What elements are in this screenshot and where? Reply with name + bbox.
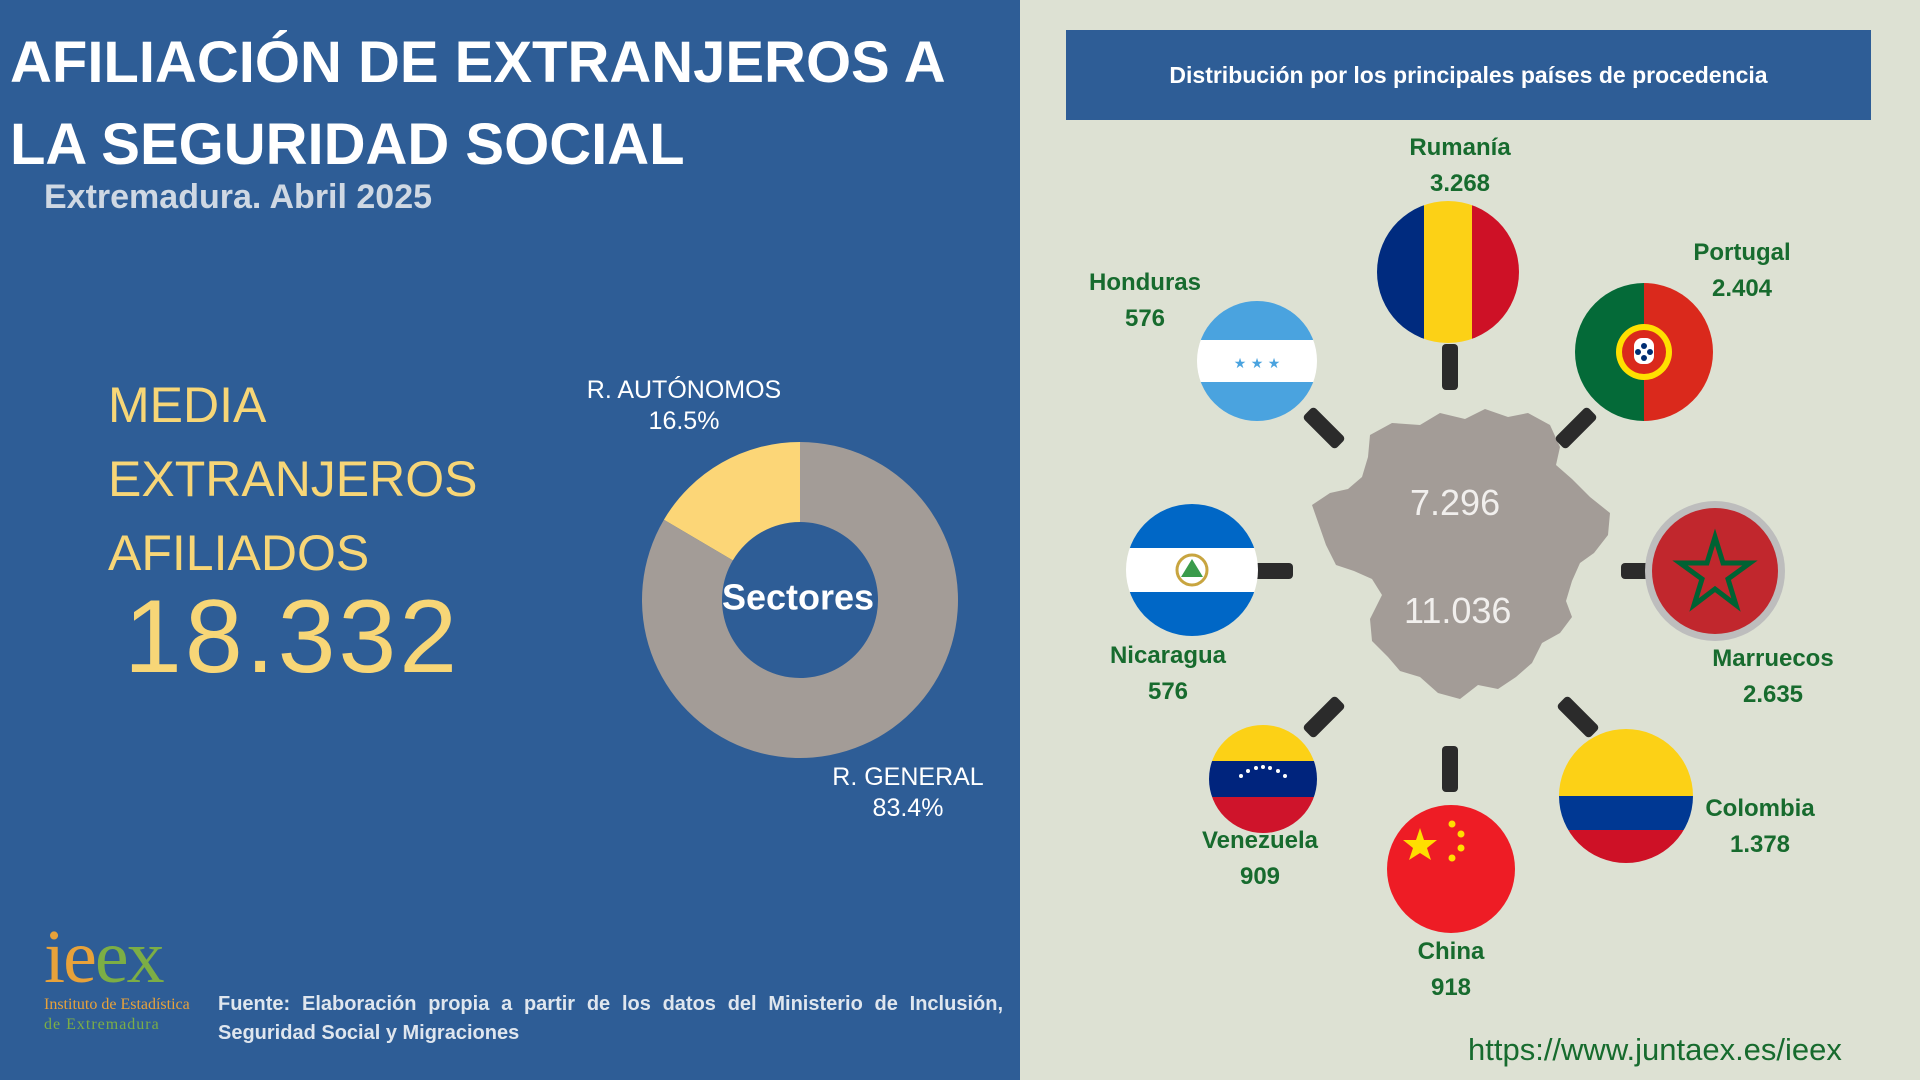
- country-name-nicaragua: Nicaragua: [1109, 642, 1227, 669]
- map-lower-value: 11.036: [1404, 590, 1512, 631]
- country-value-rumania: 3.268: [1429, 170, 1491, 197]
- label-rumania: Rumanía 3.268: [1360, 130, 1560, 202]
- morocco-flag-icon: [1645, 501, 1785, 641]
- country-name-china: China: [1417, 938, 1485, 965]
- kpi-label-line-1: MEDIA: [108, 377, 267, 433]
- page-subtitle: Extremadura. Abril 2025: [44, 178, 433, 216]
- country-value-honduras: 576: [1124, 305, 1166, 332]
- donut-category-general: R. GENERAL: [832, 763, 984, 791]
- china-flag-icon: [1387, 805, 1515, 933]
- country-name-portugal: Portugal: [1693, 239, 1791, 266]
- ieex-logo: ieex Instituto de Estadística de Extrema…: [44, 915, 190, 1035]
- donut-slice-autonomos: [663, 442, 800, 561]
- page-title: AFILIACIÓN DE EXTRANJEROS A LA SEGURIDAD…: [10, 30, 944, 177]
- donut-value-general: 83.4%: [872, 794, 944, 822]
- country-value-nicaragua: 576: [1147, 678, 1189, 705]
- logo-word: ieex: [44, 915, 165, 999]
- nicaragua-flag-icon: [1126, 504, 1258, 636]
- country-value-colombia: 1.378: [1729, 831, 1791, 858]
- country-name-honduras: Honduras: [1088, 269, 1201, 296]
- venezuela-flag-icon: [1209, 725, 1317, 833]
- donut-center-title: Sectores: [722, 577, 874, 618]
- logo-line-1: Instituto de Estadística: [44, 996, 190, 1013]
- label-china: China 918: [1351, 934, 1551, 1006]
- source-note: Fuente: Elaboración propia a partir de l…: [218, 993, 1003, 1044]
- country-value-venezuela: 909: [1239, 863, 1281, 890]
- honduras-flag-icon: ★ ★ ★: [1197, 301, 1317, 421]
- website-link[interactable]: https://www.juntaex.es/ieex: [1468, 1032, 1842, 1067]
- kpi-label-line-2: EXTRANJEROS: [108, 451, 478, 507]
- country-value-marruecos: 2.635: [1742, 681, 1804, 708]
- country-name-rumania: Rumanía: [1409, 134, 1511, 161]
- kpi-value: 18.332: [124, 579, 461, 695]
- sector-donut-chart: Sectores: [642, 442, 958, 758]
- donut-value-autonomos: 16.5%: [648, 407, 720, 435]
- label-colombia: Colombia 1.378: [1660, 791, 1860, 863]
- label-portugal: Portugal 2.404: [1642, 235, 1842, 307]
- label-honduras: Honduras 576: [1045, 265, 1245, 337]
- connector-china: [1442, 746, 1458, 792]
- svg-text:★ ★ ★: ★ ★ ★: [1234, 356, 1281, 372]
- romania-flag-icon: [1377, 201, 1519, 343]
- label-venezuela: Venezuela 909: [1160, 823, 1360, 895]
- portugal-flag-icon: [1575, 283, 1713, 421]
- extremadura-map: [1312, 409, 1610, 699]
- country-name-colombia: Colombia: [1705, 795, 1815, 822]
- country-value-portugal: 2.404: [1711, 275, 1773, 302]
- donut-label-general: R. GENERAL 83.4%: [818, 762, 998, 824]
- country-name-marruecos: Marruecos: [1712, 645, 1834, 672]
- donut-label-autonomos: R. AUTÓNOMOS 16.5%: [584, 375, 784, 437]
- donut-slice-general: [642, 442, 958, 758]
- donut-category-autonomos: R. AUTÓNOMOS: [586, 376, 782, 404]
- kpi-label-line-3: AFILIADOS: [108, 525, 370, 581]
- map-upper-value: 7.296: [1410, 482, 1501, 523]
- connector-rumania: [1442, 344, 1458, 390]
- countries-banner: Distribución por los principales países …: [1066, 30, 1871, 120]
- country-name-venezuela: Venezuela: [1201, 827, 1319, 854]
- colombia-flag-icon: [1559, 729, 1693, 863]
- country-value-china: 918: [1430, 974, 1472, 1001]
- extremadura-shape: [1312, 409, 1610, 699]
- label-nicaragua: Nicaragua 576: [1068, 638, 1268, 710]
- logo-line-2: de Extremadura: [44, 1016, 160, 1033]
- label-marruecos: Marruecos 2.635: [1673, 641, 1873, 713]
